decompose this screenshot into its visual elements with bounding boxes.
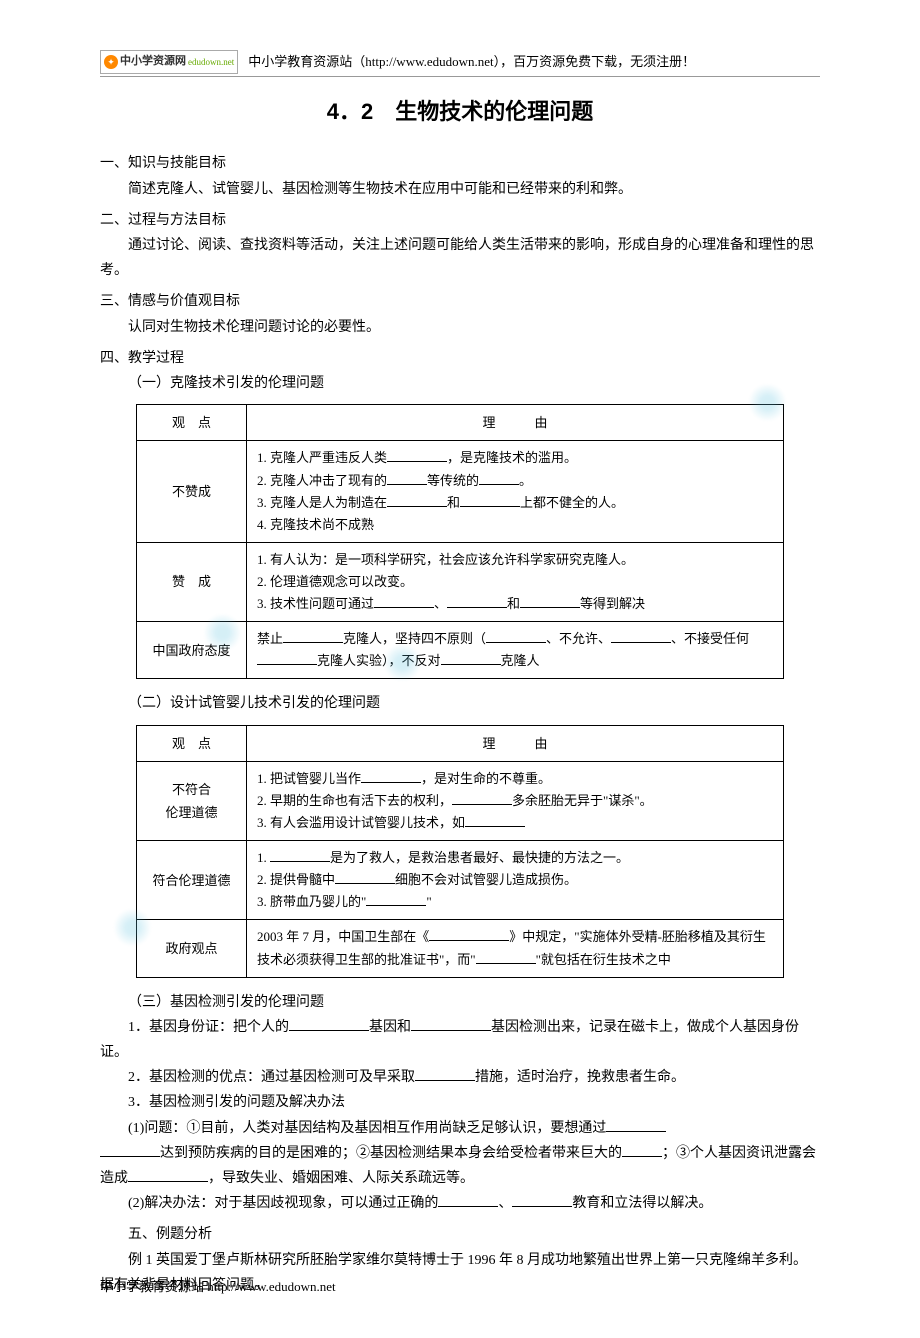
txt: 2．基因检测的优点：通过基因检测可及早采取 [128, 1070, 415, 1085]
txt: 多余胚胎无异于"谋杀"。 [512, 793, 653, 808]
txt: "就包括在衍生技术之中 [536, 952, 671, 967]
txt: 措施，适时治疗，挽救患者生命。 [475, 1070, 685, 1085]
txt: 等得到解决 [580, 596, 645, 611]
table-clone-h1: 观 点 [137, 405, 247, 441]
table-clone-h2: 理 由 [247, 405, 784, 441]
sec3-body: 认同对生物技术伦理问题讨论的必要性。 [100, 315, 820, 340]
txt: 2. 伦理道德观念可以改变。 [257, 571, 773, 593]
txt: 细胞不会对试管婴儿造成损伤。 [395, 872, 577, 887]
txt: 2. 克隆人冲击了现有的 [257, 473, 387, 488]
table-row-content: 1. 有人认为：是一项科学研究，社会应该允许科学家研究克隆人。 2. 伦理道德观… [247, 542, 784, 621]
txt: 3. 技术性问题可通过 [257, 596, 374, 611]
logo-main: 中小学资源网 [120, 52, 186, 72]
sec3-label: 三、情感与价值观目标 [100, 289, 820, 314]
txt: 等传统的 [427, 473, 479, 488]
txt: 禁止 [257, 631, 283, 646]
table-clone: 观 点 理 由 不赞成 1. 克隆人严重违反人类 ，是克隆技术的滥用。 2. 克隆… [136, 404, 784, 679]
txt: 3. 脐带血乃婴儿的" [257, 894, 366, 909]
txt: 、 [498, 1196, 512, 1211]
sub3-p1: 1．基因身份证：把个人的基因和基因检测出来，记录在磁卡上，做成个人基因身份证。 [100, 1015, 820, 1065]
table-ivf-h1: 观 点 [137, 725, 247, 761]
table-row-label: 不赞成 [137, 441, 247, 542]
txt: 是为了救人，是救治患者最好、最快捷的方法之一。 [330, 850, 629, 865]
txt: 1. 有人认为：是一项科学研究，社会应该允许科学家研究克隆人。 [257, 549, 773, 571]
txt: 上都不健全的人。 [520, 495, 624, 510]
sec2-body: 通过讨论、阅读、查找资料等活动，关注上述问题可能给人类生活带来的影响，形成自身的… [100, 233, 820, 283]
page-title: 4．2 生物技术的伦理问题 [100, 92, 820, 132]
table-row-content: 1. 克隆人严重违反人类 ，是克隆技术的滥用。 2. 克隆人冲击了现有的 等传统的 。… [247, 441, 784, 542]
txt: 克隆人，坚持四不原则（ [343, 631, 486, 646]
table-row-label: 符合伦理道德 [137, 841, 247, 920]
txt: 。 [519, 473, 532, 488]
txt: 1. 克隆人严重违反人类 [257, 450, 387, 465]
txt: 4. 克隆技术尚不成熟 [257, 514, 773, 536]
sub3-label: （三）基因检测引发的伦理问题 [100, 990, 820, 1015]
txt: 和 [507, 596, 520, 611]
txt: 伦理道德 [147, 801, 236, 824]
txt: (2)解决办法：对于基因歧视现象，可以通过正确的 [128, 1196, 438, 1211]
page-footer: 中小学教育资源站 http://www.edudown.net [100, 1275, 336, 1298]
logo-sub: edudown.net [188, 54, 234, 70]
txt: 2. 早期的生命也有活下去的权利， [257, 793, 452, 808]
txt: 2. 提供骨髓中 [257, 872, 335, 887]
txt: 不符合 [147, 778, 236, 801]
txt: 2003 年 7 月，中国卫生部在《 [257, 929, 429, 944]
txt: 、 [434, 596, 447, 611]
table-ivf: 观 点 理 由 不符合 伦理道德 1. 把试管婴儿当作 ，是对生命的不尊重。 2.… [136, 725, 784, 978]
sec2-label: 二、过程与方法目标 [100, 208, 820, 233]
logo-icon: ✦ [104, 55, 118, 69]
txt: 3. 克隆人是人为制造在 [257, 495, 387, 510]
txt: 和 [447, 495, 460, 510]
table-row-label: 不符合 伦理道德 [137, 761, 247, 840]
sec2-body-text: 通过讨论、阅读、查找资料等活动，关注上述问题可能给人类生活带来的影响，形成自身的… [100, 238, 814, 278]
table-row-content: 1. 把试管婴儿当作 ，是对生命的不尊重。 2. 早期的生命也有活下去的权利， 多余… [247, 761, 784, 840]
txt: 1．基因身份证：把个人的 [128, 1020, 289, 1035]
txt: ，是克隆技术的滥用。 [447, 450, 577, 465]
txt: 达到预防疾病的目的是困难的；②基因检测结果本身会给受检者带来巨大的 [160, 1146, 622, 1161]
sub3-p5: (2)解决办法：对于基因歧视现象，可以通过正确的 、 教育和立法得以解决。 [100, 1191, 820, 1216]
logo: ✦ 中小学资源网 edudown.net [100, 50, 238, 74]
sub3-p2: 2．基因检测的优点：通过基因检测可及早采取 措施，适时治疗，挽救患者生命。 [100, 1065, 820, 1090]
txt: ，是对生命的不尊重。 [421, 771, 551, 786]
sec4-label: 四、教学过程 [100, 346, 820, 371]
sec5-label: 五、例题分析 [100, 1222, 820, 1247]
txt: 3. 有人会滥用设计试管婴儿技术，如 [257, 815, 465, 830]
txt: 1. [257, 850, 270, 865]
page-header: ✦ 中小学资源网 edudown.net 中小学教育资源站（http://www… [100, 50, 820, 77]
txt: 克隆人 [501, 653, 540, 668]
table-row-label: 政府观点 [137, 920, 247, 977]
txt: 、不允许、 [546, 631, 611, 646]
txt: 、不接受任何 [671, 631, 749, 646]
table-row-content: 2003 年 7 月，中国卫生部在《》中规定，"实施体外受精-胚胎移植及其衍生技… [247, 920, 784, 977]
table-ivf-h2: 理 由 [247, 725, 784, 761]
txt: 克隆人实验），不反对 [317, 653, 441, 668]
txt: ，导致失业、婚姻困难、人际关系疏远等。 [208, 1171, 474, 1186]
header-site-text: 中小学教育资源站（http://www.edudown.net），百万资源免费下… [248, 50, 695, 73]
sec1-label: 一、知识与技能目标 [100, 151, 820, 176]
txt: (1)问题：①目前，人类对基因结构及基因相互作用尚缺乏足够认识，要想通过 [128, 1121, 606, 1136]
sec1-body: 简述克隆人、试管婴儿、基因检测等生物技术在应用中可能和已经带来的利和弊。 [100, 177, 820, 202]
sub3-p4: (1)问题：①目前，人类对基因结构及基因相互作用尚缺乏足够认识，要想通过达到预防… [100, 1116, 820, 1192]
table-row-label: 赞 成 [137, 542, 247, 621]
table-row-content: 禁止 克隆人，坚持四不原则（ 、不允许、 、不接受任何克隆人实验），不反对 克隆人 [247, 622, 784, 679]
txt: 教育和立法得以解决。 [572, 1196, 712, 1211]
txt: " [426, 894, 431, 909]
table-row-content: 1. 是为了救人，是救治患者最好、最快捷的方法之一。 2. 提供骨髓中 细胞不会对… [247, 841, 784, 920]
table-row-label: 中国政府态度 [137, 622, 247, 679]
txt: 1. 把试管婴儿当作 [257, 771, 361, 786]
txt: 基因和 [369, 1020, 411, 1035]
sub3-p3: 3．基因检测引发的问题及解决办法 [100, 1090, 820, 1115]
sub1-label: （一）克隆技术引发的伦理问题 [100, 371, 820, 396]
sub2-label: （二）设计试管婴儿技术引发的伦理问题 [100, 691, 820, 716]
